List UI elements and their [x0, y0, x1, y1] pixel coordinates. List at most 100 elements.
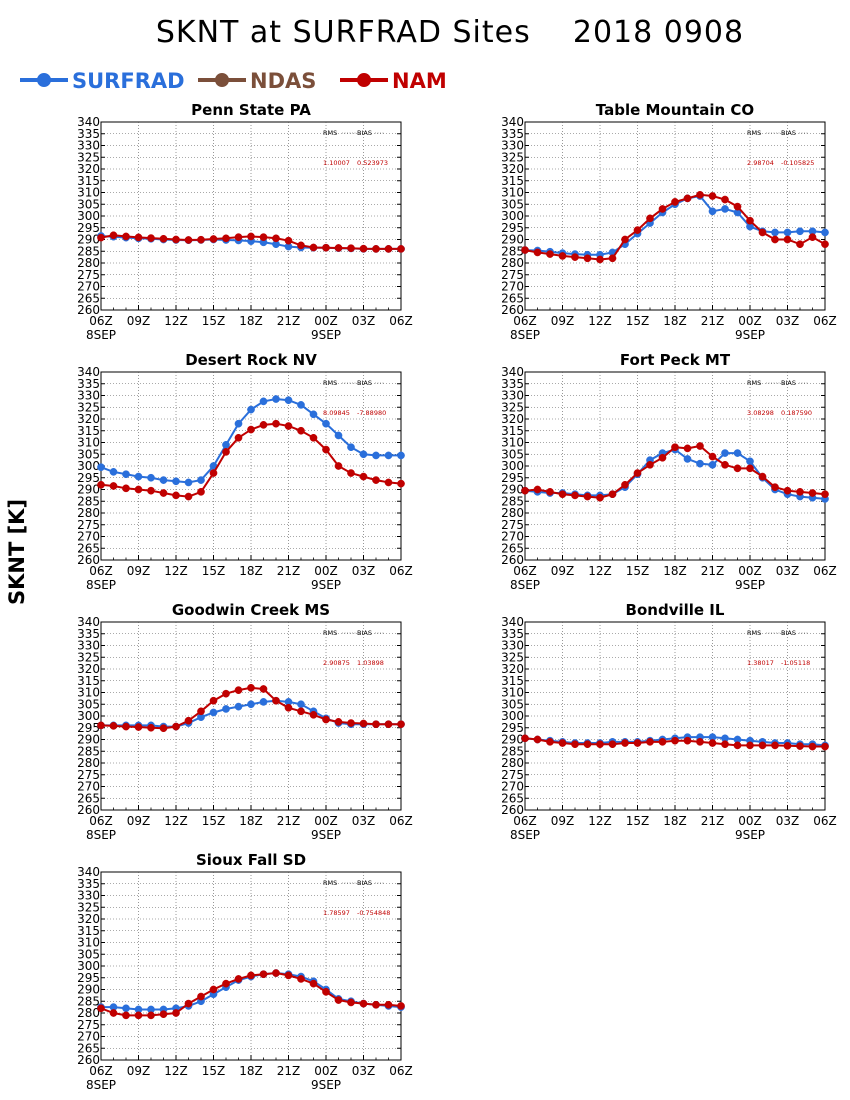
x-tick-label: 12Z	[164, 314, 188, 328]
data-point	[159, 1010, 168, 1019]
legend-label: NAM	[392, 69, 447, 93]
data-point	[109, 722, 118, 730]
data-point	[97, 480, 105, 489]
data-point	[746, 741, 754, 750]
data-point	[234, 975, 243, 983]
data-point	[646, 460, 654, 469]
data-point	[708, 460, 717, 469]
x-tick-label: 06Z	[513, 314, 537, 328]
y-tick-label: 325	[501, 400, 524, 414]
data-point	[696, 459, 704, 468]
y-tick-label: 295	[77, 721, 100, 735]
data-point	[571, 253, 579, 261]
x-tick-label: 15Z	[202, 564, 226, 578]
x-tick-label: 21Z	[701, 564, 725, 578]
x-date-label: 8SEP	[510, 328, 540, 342]
y-tick-label: 335	[501, 627, 524, 641]
data-point	[122, 232, 130, 241]
y-tick-label: 290	[77, 483, 100, 497]
y-tick-label: 285	[501, 244, 524, 258]
data-point	[372, 1000, 380, 1009]
legend-item-ndas: NDAS	[198, 69, 316, 93]
y-tick-label: 275	[77, 768, 100, 782]
data-point	[272, 395, 280, 403]
x-tick-label: 12Z	[588, 314, 612, 328]
x-date-label: 9SEP	[735, 328, 765, 342]
y-tick-label: 310	[501, 186, 524, 200]
data-point	[222, 448, 230, 456]
y-tick-label: 330	[501, 389, 524, 403]
y-tick-label: 340	[77, 615, 100, 629]
y-tick-label: 330	[77, 639, 100, 653]
x-tick-label: 18Z	[239, 814, 263, 828]
data-point	[122, 1011, 130, 1020]
x-tick-label: 21Z	[277, 814, 301, 828]
y-tick-label: 270	[77, 530, 100, 544]
data-point	[197, 476, 205, 484]
x-tick-label: 03Z	[776, 564, 800, 578]
panel-penn-state-pa: Penn State PA 260265270275280285290295300…	[77, 101, 413, 342]
x-tick-label: 03Z	[352, 314, 376, 328]
panel-title: Fort Peck MT	[620, 351, 731, 369]
y-tick-label: 310	[77, 186, 100, 200]
data-point	[272, 234, 280, 243]
y-tick-label: 285	[501, 744, 524, 758]
y-tick-label: 305	[501, 447, 524, 461]
y-tick-label: 280	[77, 1006, 100, 1020]
data-point	[384, 720, 393, 729]
data-point	[783, 235, 792, 244]
data-point	[159, 476, 168, 484]
data-point	[359, 472, 368, 481]
y-tick-label: 300	[501, 209, 524, 223]
data-point	[596, 740, 604, 749]
y-tick-label: 330	[77, 389, 100, 403]
data-point	[222, 705, 230, 713]
bias-header: BIAS	[781, 629, 796, 637]
y-tick-label: 335	[501, 377, 524, 391]
y-tick-label: 270	[77, 780, 100, 794]
data-point	[222, 689, 230, 698]
data-point	[222, 979, 230, 988]
data-point	[658, 453, 667, 462]
bias-header: BIAS	[781, 129, 796, 137]
y-tick-label: 300	[77, 709, 100, 723]
x-tick-label: 15Z	[626, 314, 650, 328]
rms-header: RMS	[323, 879, 337, 887]
data-point	[184, 999, 193, 1008]
data-point	[134, 723, 143, 731]
data-point	[683, 194, 692, 203]
y-tick-label: 340	[77, 865, 100, 879]
data-point	[322, 419, 330, 428]
data-point	[172, 491, 180, 500]
y-tick-label: 270	[501, 530, 524, 544]
series-nam	[97, 419, 405, 501]
data-point	[197, 992, 205, 1001]
data-point	[671, 443, 679, 452]
x-tick-label: 03Z	[776, 814, 800, 828]
data-point	[546, 250, 554, 258]
data-point	[671, 736, 679, 745]
data-point	[122, 470, 130, 479]
y-tick-label: 340	[77, 365, 100, 379]
data-point	[758, 228, 767, 237]
data-point	[633, 469, 642, 477]
rms-value: 1.78597	[323, 909, 350, 917]
legend: SURFRAD NDAS NAM	[20, 69, 447, 93]
data-point	[359, 999, 368, 1008]
y-tick-label: 320	[77, 662, 100, 676]
x-tick-label: 06Z	[389, 314, 413, 328]
data-point	[783, 486, 792, 495]
data-point	[209, 235, 218, 243]
data-point	[259, 421, 268, 429]
y-tick-label: 320	[501, 162, 524, 176]
y-tick-label: 340	[77, 115, 100, 129]
data-point	[771, 235, 779, 244]
data-point	[234, 233, 243, 241]
data-point	[646, 214, 654, 223]
data-point	[322, 988, 330, 996]
x-tick-label: 06Z	[389, 814, 413, 828]
data-point	[284, 971, 293, 980]
data-point	[683, 455, 692, 463]
y-tick-label: 310	[77, 936, 100, 950]
